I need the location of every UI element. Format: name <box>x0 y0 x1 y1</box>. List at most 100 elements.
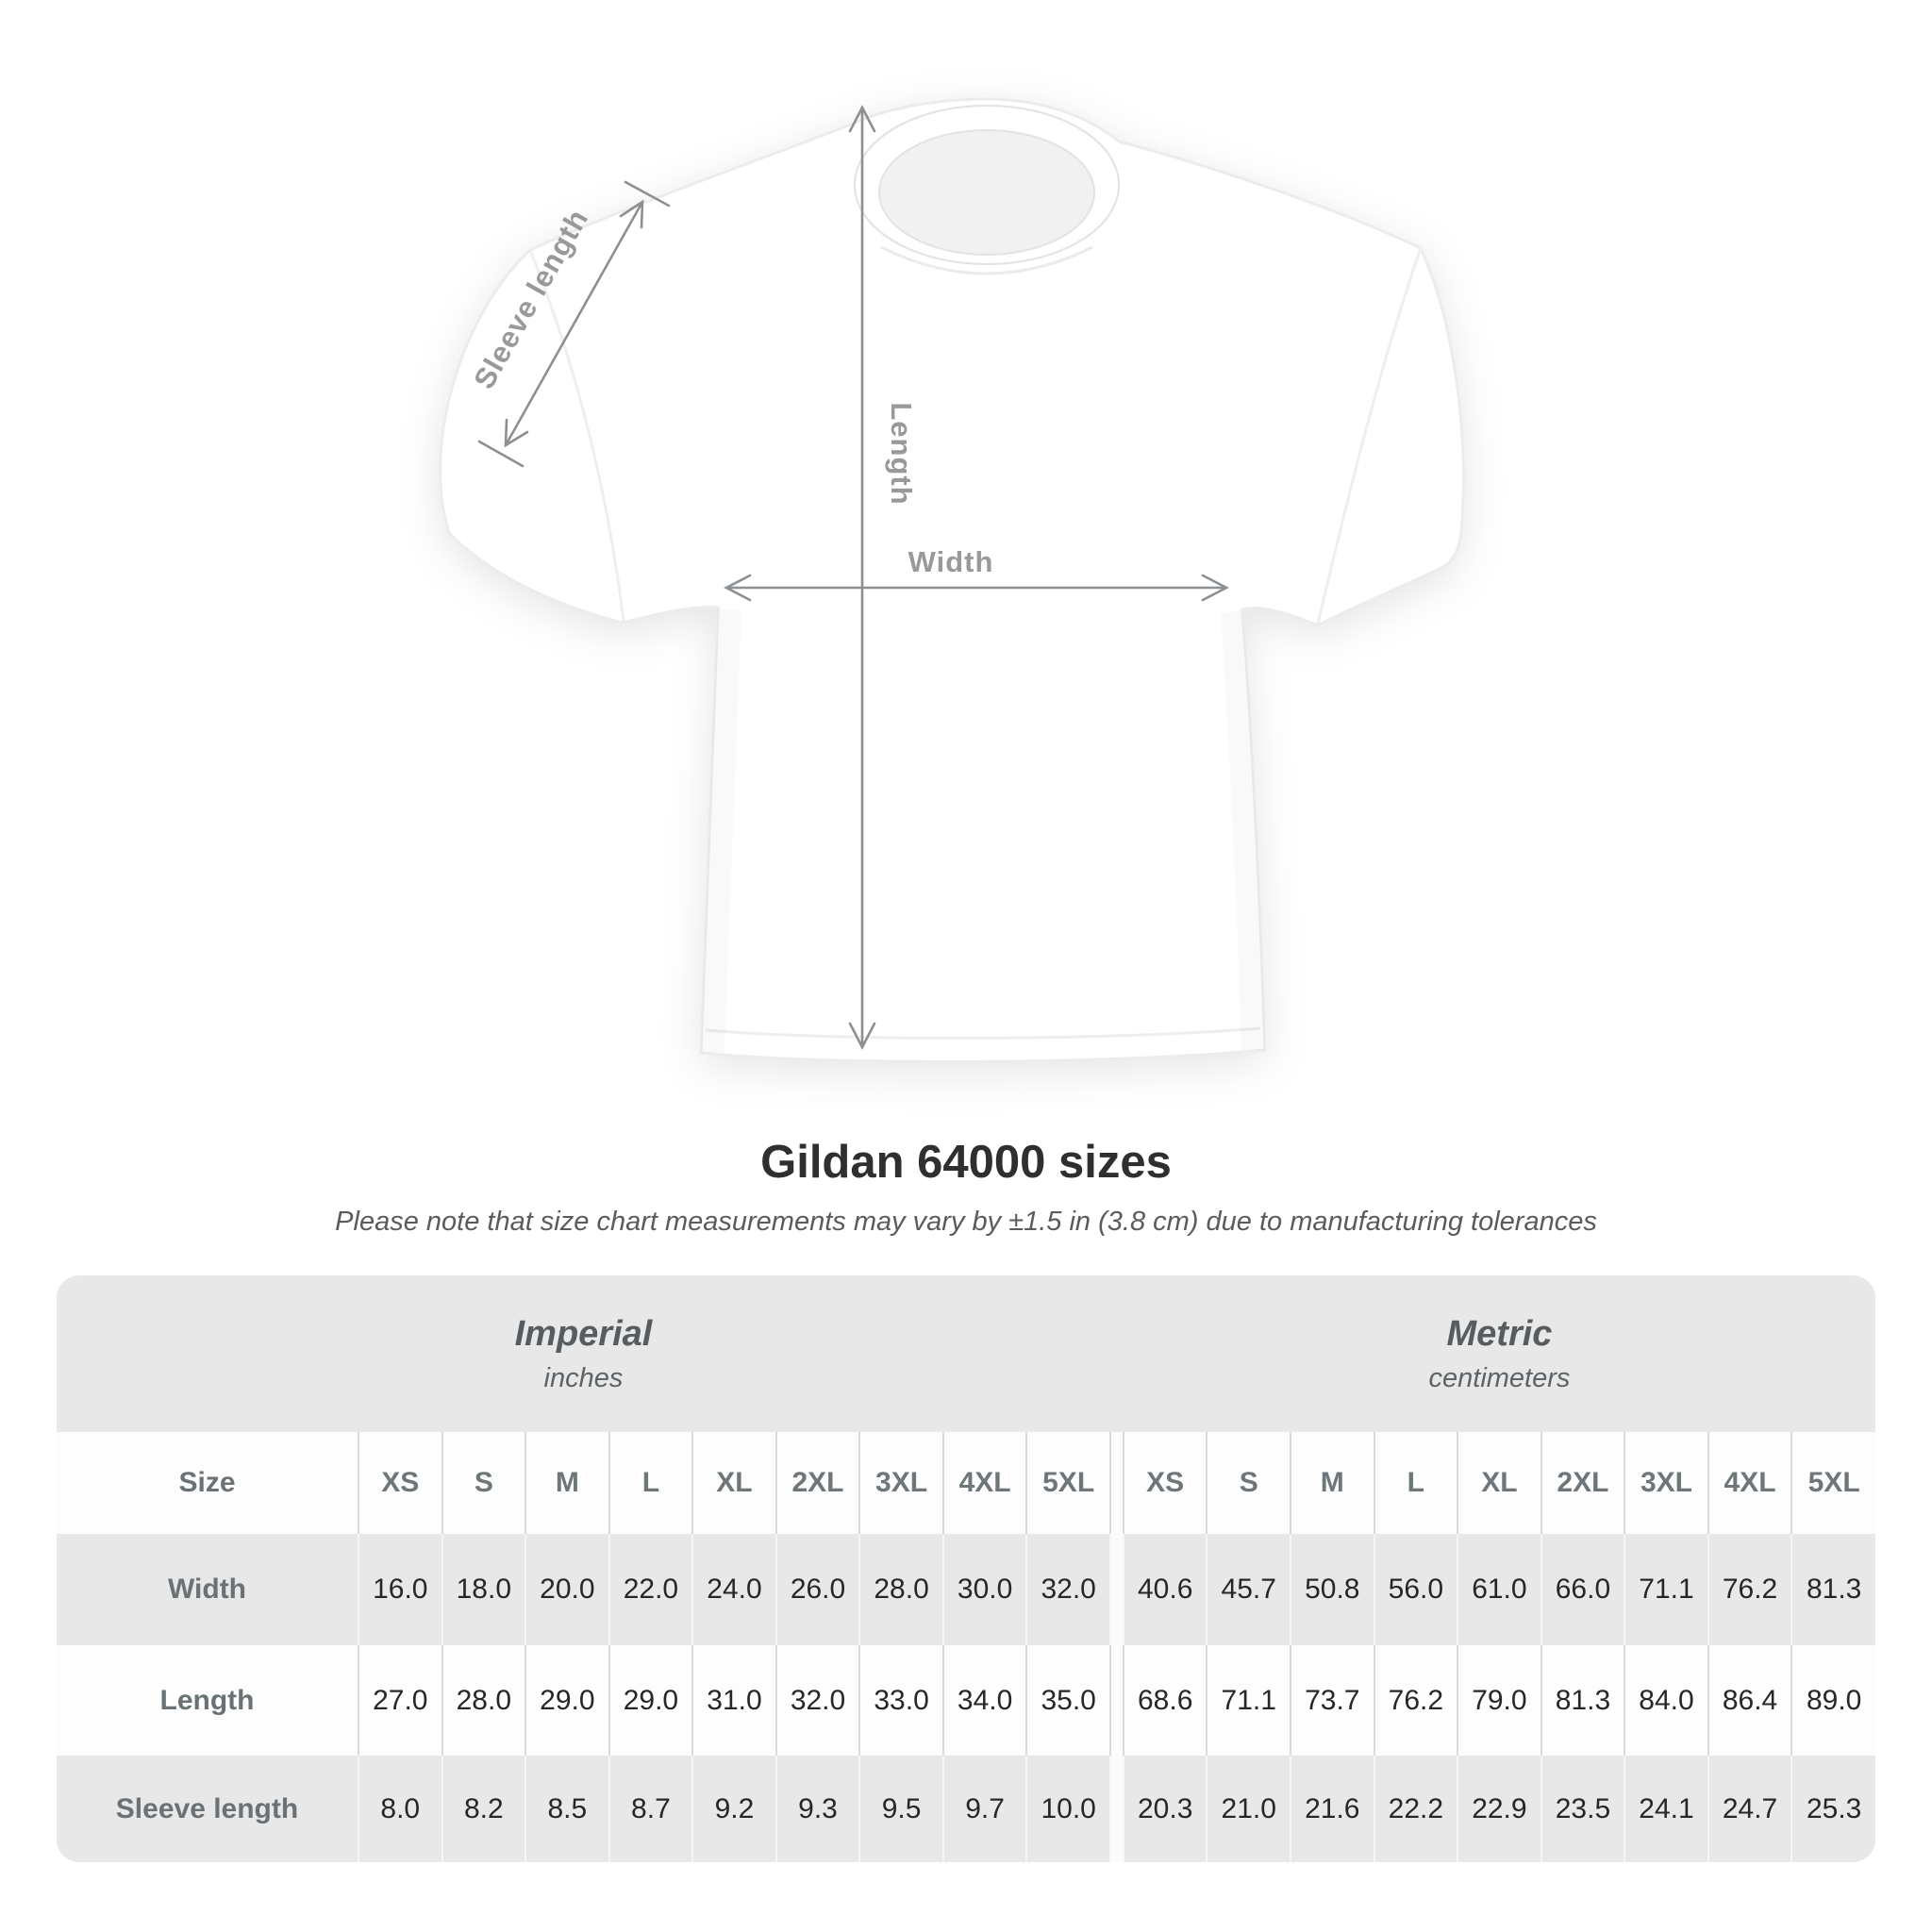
row-label: Width <box>167 1574 247 1605</box>
size-column-header: S <box>441 1432 526 1534</box>
metric-value-cell: 24.1 <box>1624 1756 1708 1862</box>
metric-value-cell: 71.1 <box>1206 1645 1291 1756</box>
measurement-row: Width 16.0 18.0 20.0 22.0 24.0 26.0 28.0 30.0 32.… <box>57 1534 1875 1645</box>
imperial-sublabel: inches <box>543 1362 624 1393</box>
unit-divider <box>1108 1534 1124 1645</box>
width-arrow <box>724 574 1229 602</box>
imperial-value-cell: 8.0 <box>358 1756 442 1862</box>
imperial-value-cell: 8.7 <box>608 1756 693 1862</box>
imperial-value-cell: 8.2 <box>441 1756 526 1862</box>
metric-value-cell: 89.0 <box>1790 1645 1875 1756</box>
imperial-value-cell: 18.0 <box>441 1534 526 1645</box>
metric-label: Metric <box>1446 1313 1553 1354</box>
size-column-header: M <box>525 1432 609 1534</box>
imperial-value-cell: 9.7 <box>941 1756 1027 1862</box>
metric-value-cell: 25.3 <box>1790 1756 1875 1862</box>
metric-value-cell: 84.0 <box>1624 1645 1708 1756</box>
row-label: Sleeve length <box>115 1792 299 1824</box>
imperial-value-cell: 29.0 <box>608 1645 693 1756</box>
size-column-header: XL <box>691 1432 776 1534</box>
unit-header-row: Imperial inches Metric centimeters <box>57 1275 1875 1432</box>
metric-sublabel: centimeters <box>1428 1362 1571 1393</box>
size-column-header: 3XL <box>1624 1432 1708 1534</box>
imperial-value-cell: 9.5 <box>858 1756 943 1862</box>
metric-value-cell: 40.6 <box>1122 1534 1208 1645</box>
unit-divider <box>1109 1275 1124 1432</box>
imperial-value-cell: 8.5 <box>525 1756 609 1862</box>
metric-value-cell: 61.0 <box>1457 1534 1541 1645</box>
unit-divider <box>1108 1756 1124 1862</box>
tshirt-diagram: Sleeve length Length Width <box>439 97 1465 1063</box>
size-header-label: Size <box>178 1467 236 1498</box>
imperial-value-cell: 16.0 <box>358 1534 442 1645</box>
length-arrow <box>848 105 876 1050</box>
imperial-value-cell: 32.0 <box>774 1645 860 1756</box>
imperial-value-cell: 27.0 <box>358 1645 442 1756</box>
metric-value-cell: 20.3 <box>1122 1756 1208 1862</box>
size-column-header: 5XL <box>1790 1432 1875 1534</box>
size-column-header: L <box>1373 1432 1458 1534</box>
tshirt-illustration <box>439 97 1465 1063</box>
metric-value-cell: 21.6 <box>1290 1756 1374 1862</box>
size-column-header: 2XL <box>1540 1432 1625 1534</box>
metric-value-cell: 22.2 <box>1373 1756 1458 1862</box>
imperial-value-cell: 30.0 <box>941 1534 1027 1645</box>
imperial-value-cell: 33.0 <box>858 1645 943 1756</box>
size-column-header: S <box>1206 1432 1291 1534</box>
metric-value-cell: 76.2 <box>1373 1645 1458 1756</box>
imperial-value-cell: 28.0 <box>441 1645 526 1756</box>
size-column-header: XL <box>1457 1432 1541 1534</box>
size-column-header: 4XL <box>1707 1432 1792 1534</box>
metric-value-cell: 76.2 <box>1707 1534 1792 1645</box>
unit-group-imperial: Imperial inches <box>57 1275 1110 1432</box>
size-column-header: 3XL <box>858 1432 943 1534</box>
size-column-header: XS <box>358 1432 442 1534</box>
metric-value-cell: 81.3 <box>1540 1645 1625 1756</box>
size-table: Imperial inches Metric centimeters Size … <box>57 1275 1875 1862</box>
size-column-header: 5XL <box>1025 1432 1110 1534</box>
measurement-row: Length 27.0 28.0 29.0 29.0 31.0 32.0 33.0 34.0 35… <box>57 1645 1875 1756</box>
page-title: Gildan 64000 sizes <box>760 1137 1172 1188</box>
row-label: Length <box>159 1684 255 1716</box>
length-label: Length <box>885 402 918 505</box>
imperial-value-cell: 10.0 <box>1025 1756 1110 1862</box>
metric-value-cell: 23.5 <box>1540 1756 1625 1862</box>
imperial-value-cell: 20.0 <box>525 1534 609 1645</box>
size-column-header: M <box>1290 1432 1374 1534</box>
page-subtitle: Please note that size chart measurements… <box>335 1207 1597 1237</box>
imperial-value-cell: 9.3 <box>774 1756 860 1862</box>
metric-value-cell: 50.8 <box>1290 1534 1374 1645</box>
size-column-header: XS <box>1122 1432 1208 1534</box>
metric-value-cell: 24.7 <box>1707 1756 1792 1862</box>
imperial-value-cell: 31.0 <box>691 1645 776 1756</box>
metric-value-cell: 22.9 <box>1457 1756 1541 1862</box>
size-column-header: L <box>608 1432 693 1534</box>
unit-divider <box>1108 1645 1124 1756</box>
metric-value-cell: 73.7 <box>1290 1645 1374 1756</box>
imperial-value-cell: 29.0 <box>525 1645 609 1756</box>
unit-divider <box>1108 1432 1124 1534</box>
metric-value-cell: 79.0 <box>1457 1645 1541 1756</box>
size-header-row: Size XS S M L XL 2XL 3XL 4XL 5XL XS S M L XL 2XL 3XL 4XL… <box>57 1432 1875 1534</box>
imperial-value-cell: 35.0 <box>1025 1645 1110 1756</box>
imperial-value-cell: 26.0 <box>774 1534 860 1645</box>
size-column-header: 4XL <box>941 1432 1027 1534</box>
metric-value-cell: 21.0 <box>1206 1756 1291 1862</box>
imperial-value-cell: 28.0 <box>858 1534 943 1645</box>
width-label: Width <box>908 545 994 578</box>
imperial-value-cell: 34.0 <box>941 1645 1027 1756</box>
metric-value-cell: 86.4 <box>1707 1645 1792 1756</box>
metric-value-cell: 71.1 <box>1624 1534 1708 1645</box>
imperial-value-cell: 9.2 <box>691 1756 776 1862</box>
measurement-row: Sleeve length 8.0 8.2 8.5 8.7 9.2 9.3 9.5 9.7 10.… <box>57 1756 1875 1862</box>
metric-value-cell: 68.6 <box>1122 1645 1208 1756</box>
unit-group-metric: Metric centimeters <box>1124 1275 1875 1432</box>
metric-value-cell: 45.7 <box>1206 1534 1291 1645</box>
metric-value-cell: 81.3 <box>1790 1534 1875 1645</box>
sleeve-length-arrow <box>477 180 671 468</box>
imperial-value-cell: 32.0 <box>1025 1534 1110 1645</box>
metric-value-cell: 56.0 <box>1373 1534 1458 1645</box>
size-column-header: 2XL <box>774 1432 860 1534</box>
size-table-container: Imperial inches Metric centimeters Size … <box>57 1275 1875 1862</box>
